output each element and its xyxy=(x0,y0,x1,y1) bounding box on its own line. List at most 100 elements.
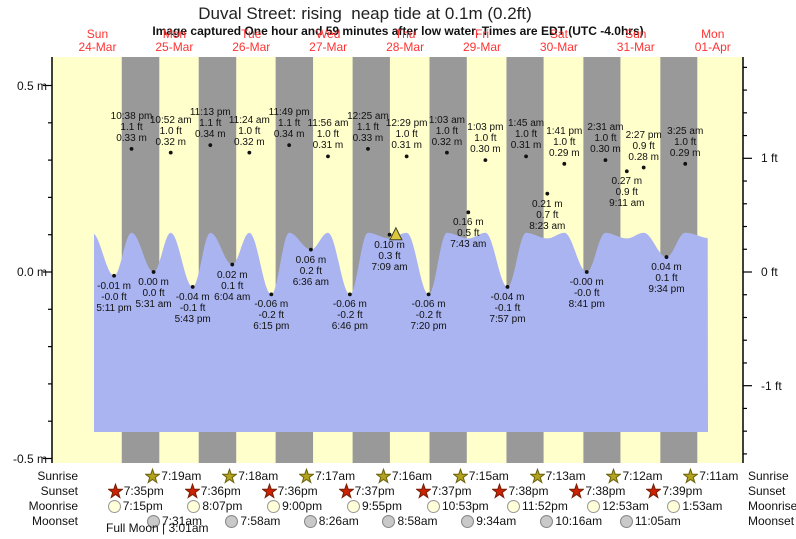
sunset-entry: 7:37pm xyxy=(415,483,472,499)
moonset-time: 10:16am xyxy=(555,514,603,528)
high-tide-annotation: 10:38 pm 1.1 ft 0.33 m xyxy=(110,110,153,144)
moonrise-icon xyxy=(346,500,360,514)
moonset-entry: 8:58am xyxy=(381,513,438,529)
sunset-icon xyxy=(107,483,123,499)
row-label-moonset: Moonset xyxy=(748,514,795,528)
low-tide-dot xyxy=(230,262,235,267)
moonrise-time: 9:55pm xyxy=(361,499,402,513)
sunset-time: 7:36pm xyxy=(200,484,241,498)
sunset-icon xyxy=(492,483,508,499)
moonset-icon xyxy=(303,515,317,529)
moonrise-entry: 1:53am xyxy=(666,498,722,514)
sunset-time: 7:38pm xyxy=(508,484,549,498)
low-tide-dot xyxy=(664,255,669,259)
y-axis-label-left: 0.5 m xyxy=(16,78,47,93)
high-tide-annotation: 11:49 pm 1.1 ft 0.34 m xyxy=(268,107,310,141)
moonrise-icon xyxy=(667,500,681,514)
sunrise-entry: 7:18am xyxy=(222,468,278,484)
low-tide-annotation: 0.21 m 0.7 ft 8:23 am xyxy=(529,198,566,232)
day-label: Sun 24-Mar xyxy=(78,27,117,54)
day-label: Mon 01-Apr xyxy=(694,27,731,54)
row-label-moonrise: Moonrise xyxy=(748,499,796,513)
moonset-time: 11:05am xyxy=(634,514,681,528)
moonrise-icon xyxy=(267,500,281,514)
moonset-icon xyxy=(146,515,160,529)
sunset-entry: 7:39pm xyxy=(646,483,702,499)
low-tide-annotation: -0.06 m -0.2 ft 7:20 pm xyxy=(410,299,447,333)
moonrise-icon xyxy=(107,500,121,514)
day-label: Fri 29-Mar xyxy=(462,27,501,54)
low-tide-annotation: 0.06 m 0.2 ft 6:36 am xyxy=(292,254,329,288)
moonrise-icon xyxy=(426,500,440,514)
high-tide-annotation: 2:31 am 1.0 ft 0.30 m xyxy=(587,122,624,156)
high-tide-dot xyxy=(524,154,528,159)
page-subtitle: Image captured One hour and 59 minutes a… xyxy=(152,24,644,38)
sunrise-icon xyxy=(529,468,545,484)
high-tide-annotation: 11:13 pm 1.1 ft 0.34 m xyxy=(189,107,231,141)
day-label: Tue 26-Mar xyxy=(232,27,271,54)
moonrise-time: 7:15pm xyxy=(122,499,163,513)
high-tide-annotation: 1:45 am 1.0 ft 0.31 m xyxy=(507,118,545,152)
high-tide-annotation: 2:27 pm 0.9 ft 0.28 m xyxy=(625,129,662,163)
tide-curve-area xyxy=(94,232,708,432)
sunrise-time: 7:11am xyxy=(699,469,739,483)
moonrise-entry: 8:07pm xyxy=(186,498,242,514)
row-label-sunset: Sunset xyxy=(748,484,786,498)
high-tide-annotation: 1:03 am 1.0 ft 0.32 m xyxy=(428,114,465,148)
high-tide-dot xyxy=(483,158,488,163)
low-tide-annotation: -0.06 m -0.2 ft 6:15 pm xyxy=(253,299,290,333)
moonrise-icon xyxy=(187,500,201,514)
high-tide-dot xyxy=(129,147,134,151)
high-tide-dot xyxy=(404,154,409,159)
sunrise-time: 7:12am xyxy=(622,469,663,483)
sunrise-entry: 7:16am xyxy=(375,468,432,484)
moonset-time: 9:34am xyxy=(476,514,517,528)
high-tide-dot xyxy=(208,143,213,148)
sunset-icon xyxy=(415,483,431,499)
low-tide-annotation: -0.06 m -0.2 ft 6:46 pm xyxy=(331,299,368,333)
high-tide-dot xyxy=(641,165,646,170)
sunrise-time: 7:17am xyxy=(315,469,356,483)
low-tide-dot xyxy=(151,270,156,274)
y-axis-label-left: -0.5 m xyxy=(12,451,47,466)
sunset-icon xyxy=(569,483,585,499)
sunset-entry: 7:38pm xyxy=(569,483,625,499)
day-label: Mon 25-Mar xyxy=(155,27,194,54)
day-label: Sun 31-Mar xyxy=(616,27,655,54)
low-tide-dot xyxy=(269,292,274,297)
low-tide-annotation: -0.01 m -0.0 ft 5:11 pm xyxy=(96,280,132,314)
row-label-sunrise: Sunrise xyxy=(37,469,78,483)
sunrise-entry: 7:17am xyxy=(299,468,355,484)
sunset-time: 7:35pm xyxy=(123,484,164,498)
sunset-time: 7:37pm xyxy=(354,484,395,498)
moonrise-entry: 10:53pm xyxy=(426,498,489,514)
sunset-entry: 7:36pm xyxy=(184,483,241,499)
high-tide-annotation: 12:25 am 1.1 ft 0.33 m xyxy=(347,110,389,144)
moonset-entry: 7:58am xyxy=(224,513,280,529)
row-label-sunset: Sunset xyxy=(40,484,78,498)
day-label: Thu 28-Mar xyxy=(386,27,425,54)
high-tide-dot xyxy=(562,161,567,166)
low-tide-annotation: 0.02 m 0.1 ft 6:04 am xyxy=(214,269,251,303)
sunset-icon xyxy=(184,483,200,499)
moonrise-entry: 9:00pm xyxy=(266,498,322,514)
sunrise-time: 7:15am xyxy=(468,469,509,483)
sunrise-icon xyxy=(606,468,622,484)
low-tide-dot xyxy=(387,232,392,237)
moonset-entry: 9:34am xyxy=(460,513,516,529)
sunset-entry: 7:36pm xyxy=(261,483,318,499)
moonrise-time: 1:53am xyxy=(682,499,723,513)
sunrise-icon xyxy=(375,468,391,484)
sunrise-icon xyxy=(145,468,161,484)
row-label-sunrise: Sunrise xyxy=(748,469,789,483)
sunset-entry: 7:37pm xyxy=(338,483,395,499)
moonrise-entry: 12:53am xyxy=(586,498,649,514)
row-label-moonrise: Moonrise xyxy=(28,499,78,513)
sunrise-icon xyxy=(683,468,699,484)
y-axis-label-right: 0 ft xyxy=(761,265,778,279)
sunset-entry: 7:38pm xyxy=(492,483,548,499)
high-tide-dot xyxy=(326,154,330,159)
sunrise-entry: 7:11am xyxy=(683,468,738,484)
sunrise-entry: 7:13am xyxy=(529,468,586,484)
